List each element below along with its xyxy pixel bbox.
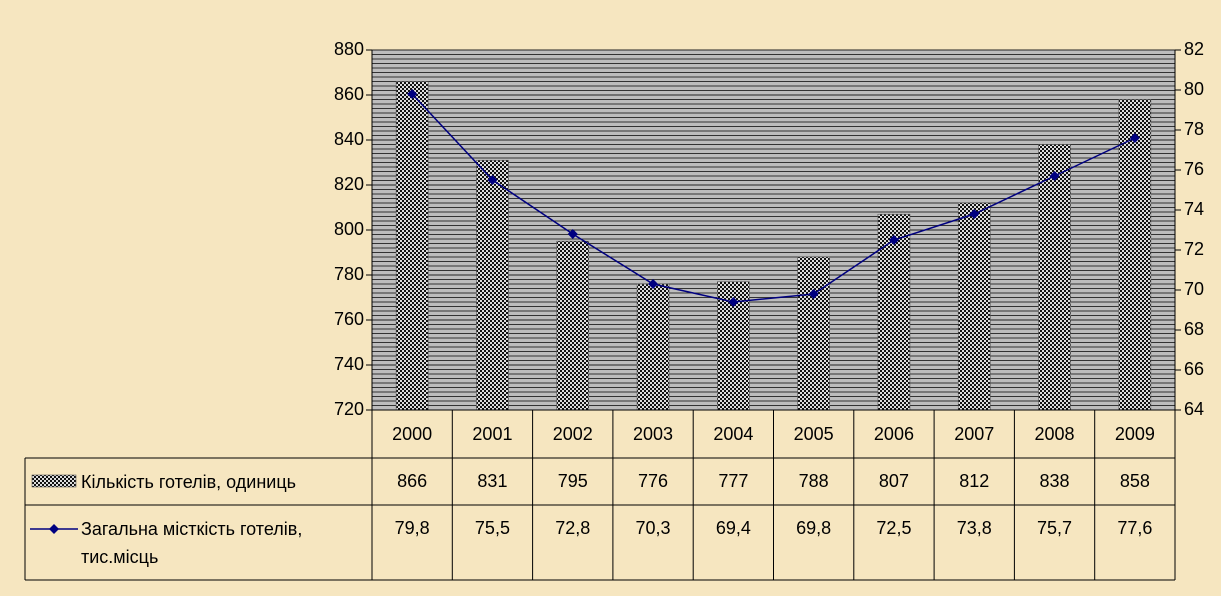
y2-tick-label: 82 — [1184, 39, 1204, 59]
data-label: 75,7 — [1037, 518, 1072, 538]
y-tick-label: 860 — [334, 84, 364, 104]
data-label: 70,3 — [636, 518, 671, 538]
x-tick-label: 2001 — [472, 424, 512, 444]
marker — [407, 89, 418, 99]
data-label: 866 — [397, 471, 427, 491]
y2-tick-label: 80 — [1184, 79, 1204, 99]
y-tick-label: 800 — [334, 219, 364, 239]
y2-tick-label: 72 — [1184, 239, 1204, 259]
y2-tick-label: 76 — [1184, 159, 1204, 179]
y-tick-label: 780 — [334, 264, 364, 284]
marker — [728, 297, 739, 307]
bar — [476, 159, 509, 411]
marker — [969, 209, 980, 219]
bar — [797, 256, 830, 411]
y2-tick-label: 66 — [1184, 359, 1204, 379]
x-tick-label: 2009 — [1115, 424, 1155, 444]
bar — [1038, 144, 1071, 411]
data-label: 73,8 — [957, 518, 992, 538]
data-label: 776 — [638, 471, 668, 491]
y-tick-label: 720 — [334, 399, 364, 419]
data-label: 795 — [558, 471, 588, 491]
marker — [808, 289, 819, 299]
legend-label: Загальна місткість готелів, тис.місць — [81, 519, 303, 567]
data-label: 807 — [879, 471, 909, 491]
y2-tick-label: 78 — [1184, 119, 1204, 139]
y2-tick-label: 68 — [1184, 319, 1204, 339]
x-tick-label: 2003 — [633, 424, 673, 444]
data-label: 812 — [959, 471, 989, 491]
data-label: 72,8 — [555, 518, 590, 538]
legend-key — [49, 524, 59, 534]
data-label: 858 — [1120, 471, 1150, 491]
x-tick-label: 2007 — [954, 424, 994, 444]
data-label: 75,5 — [475, 518, 510, 538]
x-tick-label: 2008 — [1035, 424, 1075, 444]
x-tick-label: 2000 — [392, 424, 432, 444]
marker — [1129, 133, 1140, 143]
legend-label: Кількість готелів, одиниць — [81, 472, 297, 492]
y-tick-label: 840 — [334, 129, 364, 149]
bar — [957, 202, 991, 411]
data-label: 831 — [477, 471, 507, 491]
bar — [395, 81, 429, 411]
marker — [888, 235, 899, 245]
y-tick-label: 760 — [334, 309, 364, 329]
x-tick-label: 2002 — [553, 424, 593, 444]
marker — [487, 175, 498, 185]
y-tick-label: 820 — [334, 174, 364, 194]
data-label: 72,5 — [876, 518, 911, 538]
data-label: 69,8 — [796, 518, 831, 538]
legend-key — [31, 474, 77, 488]
data-label: 77,6 — [1117, 518, 1152, 538]
data-label: 788 — [799, 471, 829, 491]
bar — [1118, 99, 1152, 411]
data-label: 79,8 — [395, 518, 430, 538]
y2-tick-label: 70 — [1184, 279, 1204, 299]
data-label: 838 — [1040, 471, 1070, 491]
x-tick-label: 2006 — [874, 424, 914, 444]
data-label: 69,4 — [716, 518, 751, 538]
marker — [567, 229, 578, 239]
marker — [1049, 171, 1060, 181]
marker — [648, 279, 659, 289]
bar — [636, 283, 670, 411]
data-label: 777 — [718, 471, 748, 491]
line — [411, 93, 1136, 303]
y2-tick-label: 64 — [1184, 399, 1204, 419]
bar — [556, 240, 590, 411]
y2-tick-label: 74 — [1184, 199, 1204, 219]
y-tick-label: 880 — [334, 39, 364, 59]
y-tick-label: 740 — [334, 354, 364, 374]
x-tick-label: 2005 — [794, 424, 834, 444]
x-tick-label: 2004 — [713, 424, 753, 444]
